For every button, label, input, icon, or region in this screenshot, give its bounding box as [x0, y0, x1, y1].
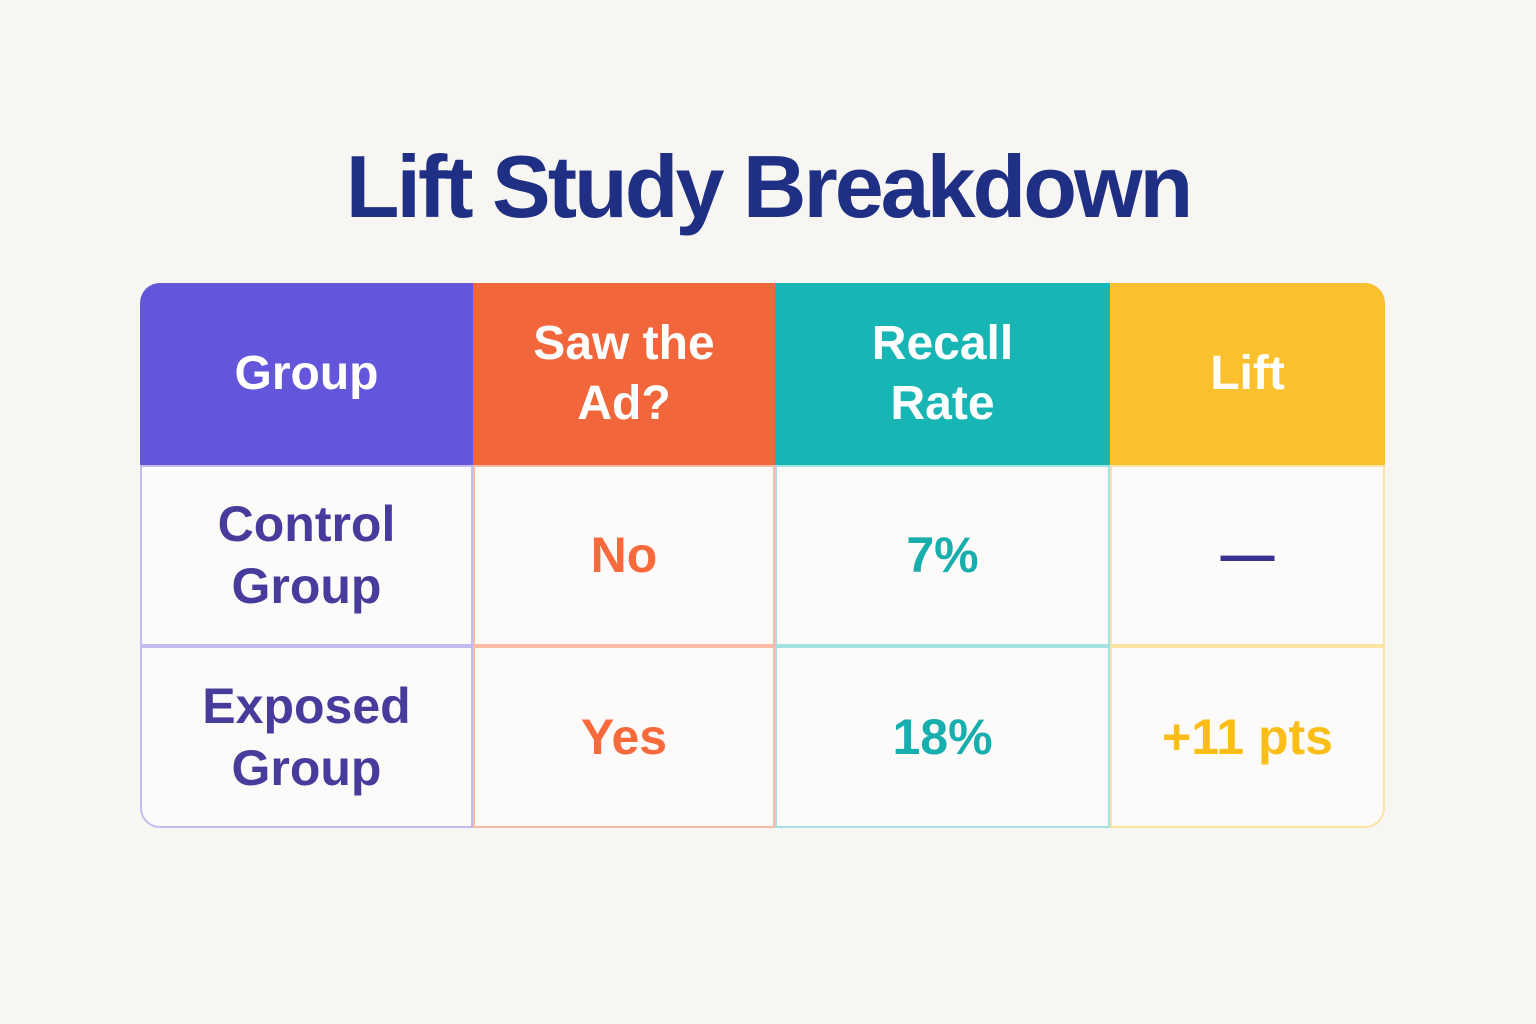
- cell-control-group: Control Group: [140, 464, 473, 647]
- header-group: Group: [140, 283, 473, 465]
- page-title: Lift Study Breakdown: [345, 137, 1194, 236]
- header-recall-rate: Recall Rate: [775, 283, 1110, 465]
- header-lift: Lift: [1110, 283, 1385, 465]
- cell-control-recall-rate: 7%: [775, 464, 1110, 647]
- cell-exposed-saw-ad: Yes: [473, 646, 775, 828]
- cell-exposed-group: Exposed Group: [140, 646, 473, 828]
- cell-exposed-recall-rate: 18%: [775, 646, 1110, 828]
- cell-control-lift: —: [1110, 464, 1385, 647]
- cell-exposed-lift: +11 pts: [1110, 646, 1385, 828]
- cell-control-saw-ad: No: [473, 464, 775, 647]
- header-saw-the-ad: Saw the Ad?: [473, 283, 775, 465]
- lift-study-table: Group Saw the Ad? Recall Rate Lift Contr…: [140, 283, 1385, 828]
